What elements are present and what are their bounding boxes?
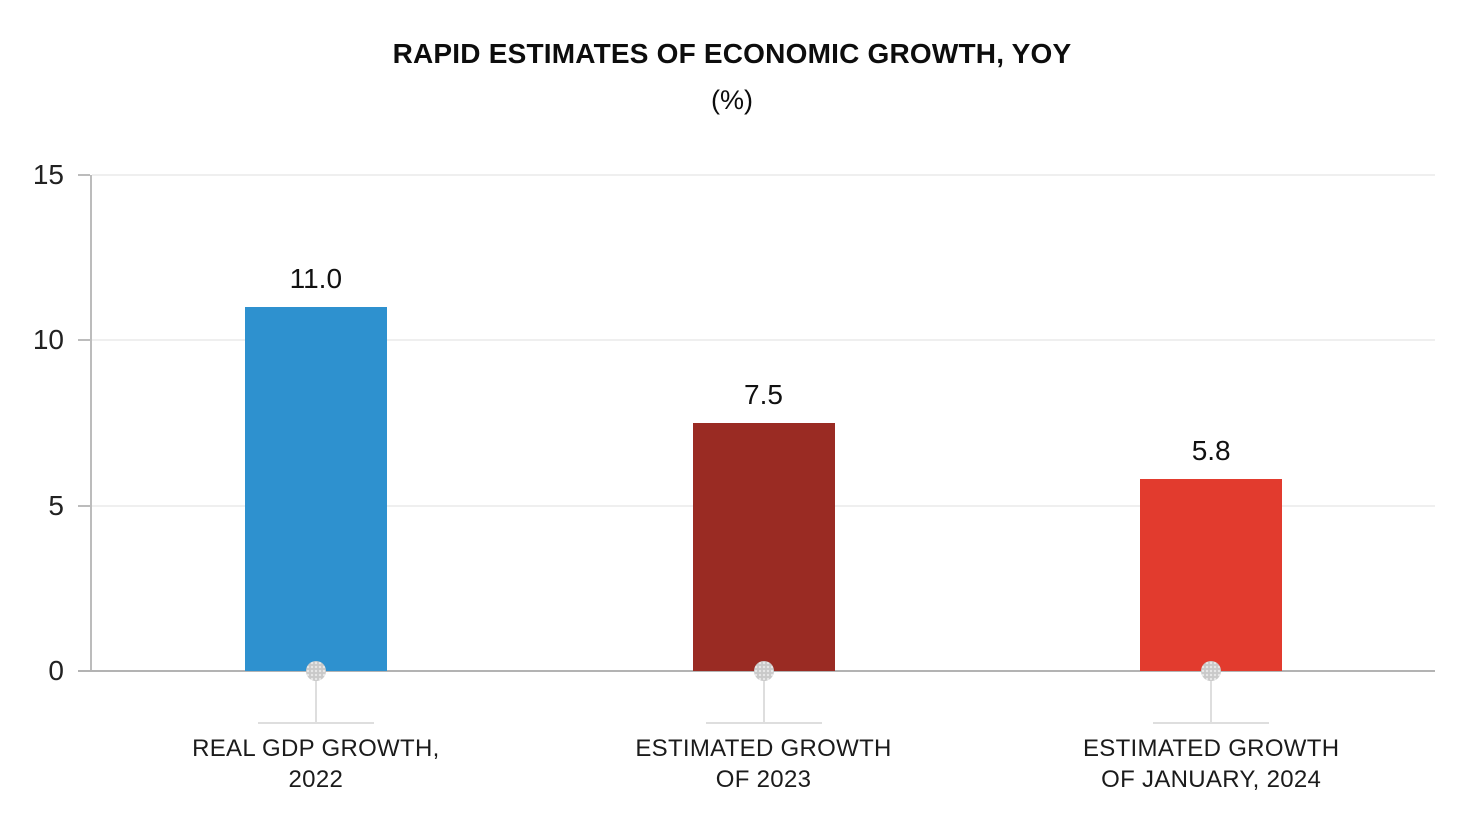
category-label: REAL GDP GROWTH, 2022 (146, 733, 486, 795)
y-axis-tick (78, 174, 90, 176)
bar (244, 307, 387, 671)
category-label-line: ESTIMATED GROWTH (1082, 735, 1340, 762)
bar-value-label: 5.8 (1191, 435, 1231, 466)
category-label-line: OF JANUARY, 2024 (1101, 766, 1322, 793)
label-connector-vertical (314, 681, 317, 722)
label-connector-vertical (762, 681, 765, 722)
axis-marker-dot (753, 661, 774, 681)
label-connector-vertical (1210, 681, 1213, 722)
category-label-line: OF 2023 (715, 766, 812, 793)
chart-subtitle: (%) (711, 85, 753, 115)
bar-value-label: 11.0 (289, 263, 343, 294)
category-label-line: 2022 (288, 766, 344, 793)
y-axis-tick-label: 0 (48, 655, 64, 686)
bar-value-label: 7.5 (744, 379, 783, 410)
category-label-line: ESTIMATED GROWTH (635, 735, 892, 762)
y-axis-tick-label: 15 (32, 159, 64, 190)
axis-marker-dot (305, 661, 326, 681)
plot-area: 0 5 10 15 11.0 REAL GDP GROWTH, 2022 7.5 ESTIMAT… (33, 159, 1435, 793)
y-gridline (92, 174, 1435, 176)
chart-title: RAPID ESTIMATES OF ECONOMIC GROWTH, YOY (392, 38, 1072, 69)
category-label: ESTIMATED GROWTH OF 2023 (594, 733, 934, 795)
label-connector-horizontal (705, 722, 822, 724)
category-label-line: REAL GDP GROWTH, (192, 735, 440, 762)
y-axis-tick (78, 339, 90, 342)
y-axis-tick-label: 10 (32, 324, 64, 356)
label-connector-horizontal (257, 722, 374, 724)
label-connector-horizontal (1153, 722, 1270, 724)
y-axis-tick (78, 504, 90, 507)
y-axis-tick-label: 5 (48, 489, 64, 521)
category-label: ESTIMATED GROWTH OF JANUARY, 2024 (1041, 733, 1381, 795)
y-gridline (92, 339, 1435, 342)
axis-marker-dot (1201, 661, 1222, 681)
bar (692, 423, 835, 671)
bar (1140, 479, 1283, 671)
